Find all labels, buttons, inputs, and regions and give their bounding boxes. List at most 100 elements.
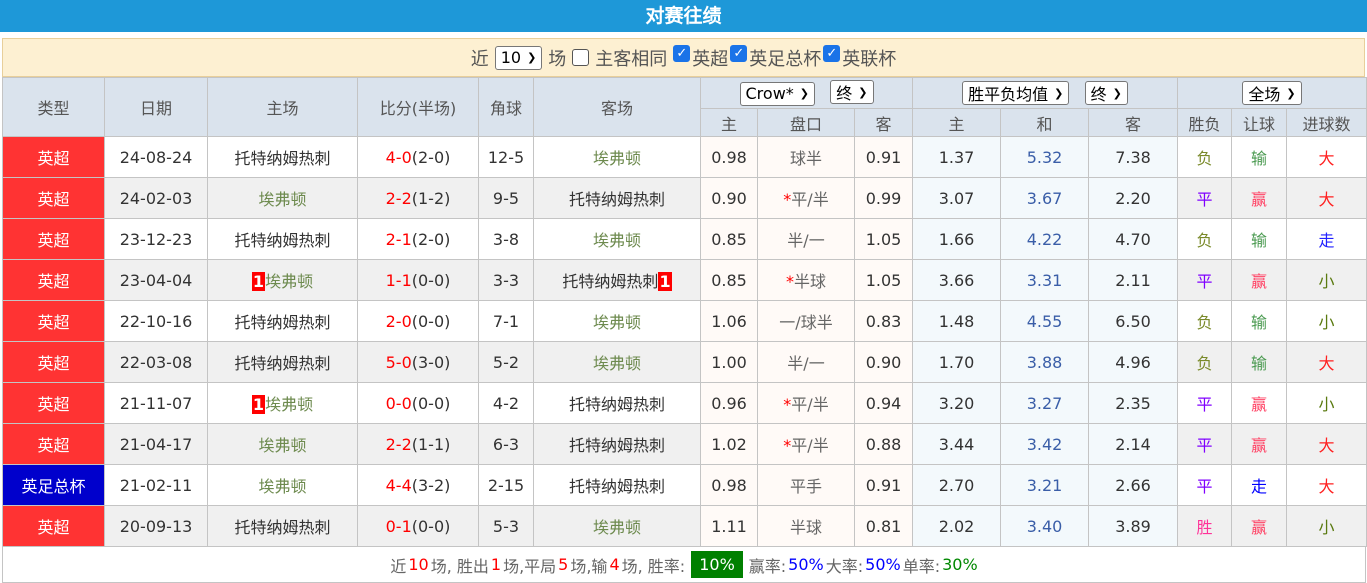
handicap-line: 一/球半 [779, 313, 833, 332]
corner-cell: 6-3 [478, 423, 534, 465]
sub-header: 客 [1088, 108, 1178, 137]
handicap-away-odds: 0.83 [854, 300, 913, 342]
handicap-result-cell: 输 [1231, 341, 1287, 383]
home-team-name[interactable]: 埃弗顿 [258, 190, 307, 209]
home-team-name[interactable]: 托特纳姆热刺 [234, 518, 331, 537]
score-cell[interactable]: 1-1(0-0) [357, 259, 479, 301]
away-team-name[interactable]: 托特纳姆热刺 [568, 190, 665, 209]
score-cell[interactable]: 4-0(2-0) [357, 136, 479, 178]
away-team-cell[interactable]: 托特纳姆热刺 [533, 423, 701, 465]
away-team-name[interactable]: 埃弗顿 [592, 231, 641, 250]
odds-away: 4.96 [1088, 341, 1178, 383]
away-team-cell[interactable]: 埃弗顿 [533, 136, 701, 178]
odds-home: 2.70 [912, 464, 1001, 506]
home-team-cell[interactable]: 埃弗顿 [207, 464, 358, 506]
home-team-name[interactable]: 托特纳姆热刺 [234, 354, 331, 373]
away-team-name[interactable]: 托特纳姆热刺 [562, 272, 659, 291]
score-cell[interactable]: 2-2(1-2) [357, 177, 479, 219]
result-cell: 胜 [1177, 505, 1232, 547]
score-cell[interactable]: 2-2(1-1) [357, 423, 479, 465]
away-team-cell[interactable]: 埃弗顿 [533, 300, 701, 342]
league-checkbox[interactable]: ✓ [730, 44, 748, 62]
score-cell[interactable]: 4-4(3-2) [357, 464, 479, 506]
over-under-cell: 走 [1286, 218, 1367, 260]
result-cell: 平 [1177, 382, 1232, 424]
league-cell[interactable]: 英足总杯 [2, 464, 105, 506]
home-team-name[interactable]: 托特纳姆热刺 [234, 313, 331, 332]
same-home-away-checkbox[interactable] [572, 49, 590, 66]
odds-type-select[interactable]: 胜平负均值 ❯ [962, 81, 1070, 105]
home-team-name[interactable]: 埃弗顿 [258, 436, 307, 455]
odds-draw: 3.67 [1000, 177, 1089, 219]
odds-away: 7.38 [1088, 136, 1178, 178]
date-cell: 24-02-03 [104, 177, 208, 219]
away-team-cell[interactable]: 托特纳姆热刺1 [533, 259, 701, 301]
match-count-select[interactable]: 10 ❯ [494, 45, 543, 70]
away-team-name[interactable]: 埃弗顿 [592, 149, 641, 168]
league-cell[interactable]: 英超 [2, 136, 105, 178]
away-team-name[interactable]: 托特纳姆热刺 [568, 395, 665, 414]
corner-cell: 4-2 [478, 382, 534, 424]
table-row: 英超 23-12-23 托特纳姆热刺 2-1(2-0) 3-8 埃弗顿 0.85 半/一 1.0… [2, 218, 1367, 260]
league-checkbox[interactable]: ✓ [673, 44, 691, 62]
league-cell[interactable]: 英超 [2, 177, 105, 219]
league-cell[interactable]: 英超 [2, 505, 105, 547]
odds-state-select[interactable]: 终 ❯ [1084, 81, 1128, 105]
odds-home: 1.70 [912, 341, 1001, 383]
league-cell[interactable]: 英超 [2, 218, 105, 260]
home-team-name[interactable]: 埃弗顿 [265, 272, 314, 291]
scope-select[interactable]: 全场 ❯ [1242, 81, 1302, 105]
corner-cell: 2-15 [478, 464, 534, 506]
handicap-state-select[interactable]: 终 ❯ [830, 80, 874, 105]
company-select[interactable]: Crow* ❯ [739, 81, 815, 106]
home-team-cell[interactable]: 托特纳姆热刺 [207, 505, 358, 547]
away-team-cell[interactable]: 埃弗顿 [533, 505, 701, 547]
col-type: 类型 [2, 77, 105, 137]
away-team-name[interactable]: 埃弗顿 [592, 518, 641, 537]
away-team-cell[interactable]: 埃弗顿 [533, 218, 701, 260]
home-team-cell[interactable]: 托特纳姆热刺 [207, 341, 358, 383]
handicap-home-odds: 1.11 [700, 505, 758, 547]
same-home-away-label: 主客相同 [595, 48, 668, 70]
score-cell[interactable]: 2-1(2-0) [357, 218, 479, 260]
score-cell[interactable]: 0-0(0-0) [357, 382, 479, 424]
home-team-cell[interactable]: 埃弗顿 [207, 177, 358, 219]
summary-text: 场,输 [570, 556, 608, 576]
handicap-result-cell: 赢 [1231, 505, 1287, 547]
home-team-cell[interactable]: 托特纳姆热刺 [207, 300, 358, 342]
handicap-away-odds: 0.88 [854, 423, 913, 465]
near-label: 近 [470, 48, 489, 70]
league-checkbox[interactable]: ✓ [823, 44, 841, 62]
handicap-line: 半球 [793, 272, 826, 291]
away-team-cell[interactable]: 托特纳姆热刺 [533, 382, 701, 424]
away-team-cell[interactable]: 埃弗顿 [533, 341, 701, 383]
score-cell[interactable]: 0-1(0-0) [357, 505, 479, 547]
score-cell[interactable]: 5-0(3-0) [357, 341, 479, 383]
away-team-name[interactable]: 埃弗顿 [592, 313, 641, 332]
home-team-name[interactable]: 埃弗顿 [258, 477, 307, 496]
home-team-cell[interactable]: 1埃弗顿 [207, 259, 358, 301]
away-team-name[interactable]: 托特纳姆热刺 [568, 477, 665, 496]
away-team-cell[interactable]: 托特纳姆热刺 [533, 464, 701, 506]
handicap-line: 平/半 [791, 436, 829, 455]
league-cell[interactable]: 英超 [2, 341, 105, 383]
league-cell[interactable]: 英超 [2, 382, 105, 424]
page-title: 对赛往绩 [0, 0, 1367, 32]
home-team-cell[interactable]: 托特纳姆热刺 [207, 218, 358, 260]
away-team-name[interactable]: 托特纳姆热刺 [568, 436, 665, 455]
home-team-name[interactable]: 埃弗顿 [265, 395, 314, 414]
score-cell[interactable]: 2-0(0-0) [357, 300, 479, 342]
league-cell[interactable]: 英超 [2, 423, 105, 465]
league-cell[interactable]: 英超 [2, 300, 105, 342]
odds-away: 2.20 [1088, 177, 1178, 219]
over-under-cell: 小 [1286, 300, 1367, 342]
home-team-name[interactable]: 托特纳姆热刺 [234, 231, 331, 250]
away-team-name[interactable]: 埃弗顿 [592, 354, 641, 373]
league-cell[interactable]: 英超 [2, 259, 105, 301]
home-team-cell[interactable]: 1埃弗顿 [207, 382, 358, 424]
home-team-name[interactable]: 托特纳姆热刺 [234, 149, 331, 168]
home-team-cell[interactable]: 埃弗顿 [207, 423, 358, 465]
handicap-line-cell: 半球 [757, 505, 855, 547]
away-team-cell[interactable]: 托特纳姆热刺 [533, 177, 701, 219]
home-team-cell[interactable]: 托特纳姆热刺 [207, 136, 358, 178]
